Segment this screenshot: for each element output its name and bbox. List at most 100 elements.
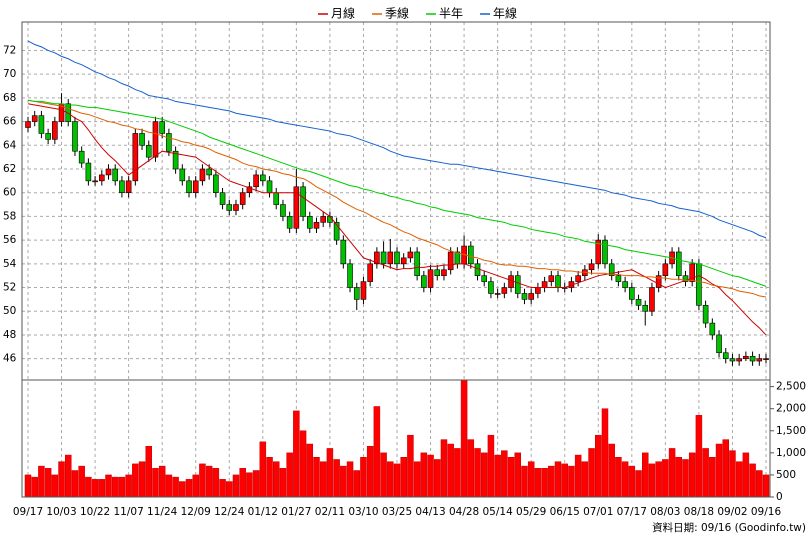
candle-body	[199, 168, 206, 182]
candle-body	[729, 358, 736, 362]
volume-bar	[373, 406, 381, 498]
volume-bar	[420, 452, 428, 498]
volume-bar	[44, 468, 52, 498]
x-tick-label: 09/16	[751, 506, 782, 518]
candle-body	[447, 251, 454, 271]
volume-bar	[340, 465, 347, 498]
y-tick-label: 70	[3, 68, 16, 80]
volume-bar	[460, 379, 468, 498]
x-tick-label: 02/11	[315, 506, 345, 518]
volume-bar	[581, 461, 589, 498]
volume-bar	[454, 448, 461, 498]
x-tick-label: 04/13	[415, 506, 445, 518]
volume-bar	[487, 434, 495, 498]
candle-body	[441, 269, 447, 276]
volume-bar	[158, 465, 166, 498]
volume-bar	[366, 445, 374, 498]
candle-body	[689, 263, 696, 282]
volume-bar	[648, 463, 656, 498]
y-tick-label: 58	[3, 210, 16, 222]
legend-label: 年線	[493, 6, 517, 21]
candle-body	[629, 287, 635, 300]
volume-bar	[91, 479, 99, 498]
y2-tick-label: 0	[776, 491, 783, 503]
candle-body	[186, 180, 192, 194]
volume-bar	[192, 474, 199, 498]
y2-tick-label: 1,000	[776, 447, 806, 459]
volume-bar	[246, 472, 253, 498]
candle-body	[427, 269, 434, 288]
candle-body	[105, 168, 112, 176]
volume-bar	[709, 457, 716, 498]
volume-bar	[58, 461, 65, 498]
candle-body	[260, 174, 266, 182]
candle-body	[400, 257, 407, 265]
volume-bar	[85, 476, 92, 498]
y-tick-label: 56	[3, 234, 17, 246]
volume-bar	[735, 461, 743, 498]
y2-tick-label: 1,500	[776, 425, 806, 437]
volume-bar	[662, 459, 669, 498]
volume-bar	[413, 461, 421, 498]
candle-body	[655, 275, 662, 288]
volume-bar	[561, 463, 568, 498]
candle-body	[99, 174, 105, 182]
volume-bar	[259, 441, 267, 498]
candle-body	[696, 263, 702, 306]
candle-body	[65, 103, 72, 122]
volume-bar	[165, 474, 173, 498]
candle-body	[608, 263, 615, 276]
volume-bar	[387, 461, 394, 498]
candle-body	[387, 251, 394, 265]
x-tick-label: 10/03	[46, 506, 76, 518]
volume-bar	[407, 434, 414, 498]
volume-bar	[138, 461, 146, 498]
volume-bar	[400, 457, 407, 498]
x-tick-label: 05/29	[516, 506, 546, 518]
volume-bar	[427, 454, 434, 498]
volume-bar	[675, 457, 683, 498]
candle-body	[145, 144, 152, 158]
candle-body	[45, 133, 51, 140]
volume-bar	[742, 452, 750, 498]
volume-bar	[501, 450, 508, 498]
ma-line	[27, 40, 767, 239]
x-tick-label: 08/03	[650, 506, 680, 518]
x-tick-label: 05/14	[483, 506, 514, 518]
volume-bar	[527, 461, 535, 498]
y-tick-label: 50	[3, 305, 16, 317]
candle-body	[206, 168, 212, 176]
candle-body	[521, 293, 528, 300]
volume-bar	[272, 461, 280, 498]
volume-bar	[185, 479, 193, 498]
x-tick-label: 11/07	[114, 506, 144, 518]
candle-body	[52, 121, 58, 140]
volume-bar	[279, 468, 287, 498]
candle-body	[213, 174, 219, 194]
candle-body	[367, 263, 373, 282]
x-tick-label: 04/28	[449, 506, 479, 518]
volume-bar	[440, 439, 448, 498]
volume-bar	[668, 448, 676, 498]
x-tick-label: 03/10	[348, 506, 378, 518]
volume-bar	[266, 457, 273, 498]
volume-bar	[125, 474, 132, 498]
volume-bar	[219, 479, 226, 498]
volume-bar	[179, 481, 186, 498]
candle-body	[92, 180, 98, 183]
y-tick-label: 64	[3, 139, 17, 151]
volume-bar	[299, 430, 307, 498]
candle-body	[514, 275, 521, 294]
y-tick-label: 66	[3, 116, 17, 128]
candle-body	[132, 133, 139, 182]
candle-body	[38, 115, 45, 134]
candle-body	[380, 251, 387, 265]
candle-body	[622, 281, 628, 288]
x-tick-label: 01/27	[281, 506, 311, 518]
candle-body	[494, 293, 501, 295]
candle-body	[675, 251, 682, 276]
x-tick-label: 09/17	[13, 506, 43, 518]
volume-bar	[434, 459, 441, 498]
y-tick-label: 54	[3, 258, 17, 270]
